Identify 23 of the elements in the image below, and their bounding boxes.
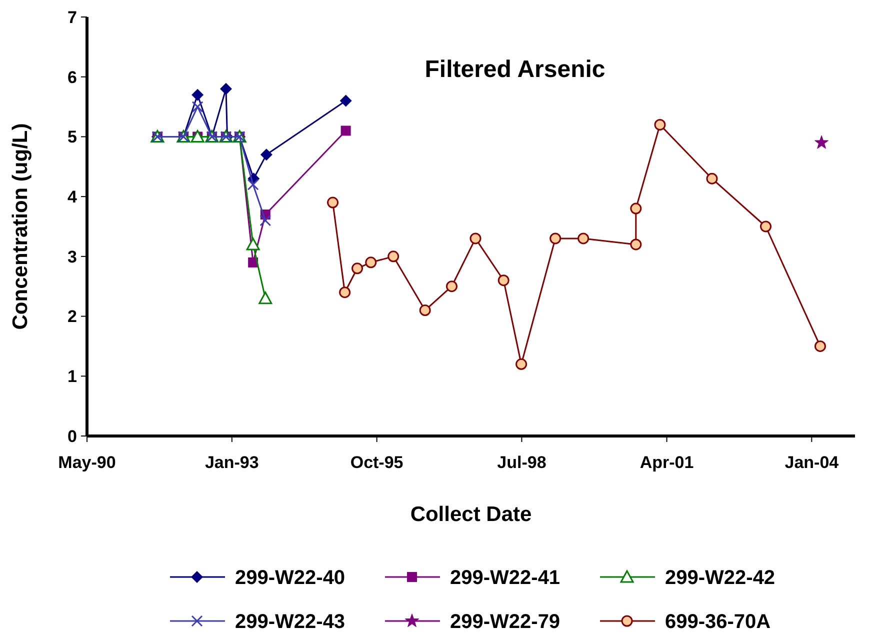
legend-label: 299-W22-79 — [450, 611, 560, 633]
y-tick-label: 0 — [68, 426, 77, 446]
x-tick-label: Apr-01 — [640, 453, 694, 472]
x-tick-label: Jul-98 — [497, 453, 546, 472]
y-tick-label: 6 — [68, 68, 77, 87]
legend-label: 299-W22-42 — [665, 567, 776, 589]
x-axis-title: Collect Date — [410, 503, 532, 526]
y-tick-label: 3 — [68, 247, 77, 266]
legend-label: 299-W22-41 — [450, 567, 560, 589]
x-tick-label: Oct-95 — [350, 453, 404, 472]
y-tick-label: 4 — [68, 188, 78, 207]
y-tick-label: 2 — [68, 307, 77, 326]
legend-label: 699-36-70A — [665, 611, 771, 633]
x-tick-label: May-90 — [58, 453, 116, 472]
y-axis-title: Concentration (ug/L) — [9, 123, 32, 330]
y-tick-label: 7 — [68, 8, 77, 27]
x-tick-label: Jan-93 — [204, 453, 259, 472]
y-tick-label: 5 — [68, 128, 77, 147]
legend-label: 299-W22-43 — [235, 611, 346, 633]
text: Filtered Arsenic — [424, 56, 606, 83]
y-tick-label: 1 — [68, 367, 77, 386]
legend-label: 299-W22-40 — [235, 567, 346, 589]
x-tick-label: Jan-04 — [784, 453, 840, 472]
